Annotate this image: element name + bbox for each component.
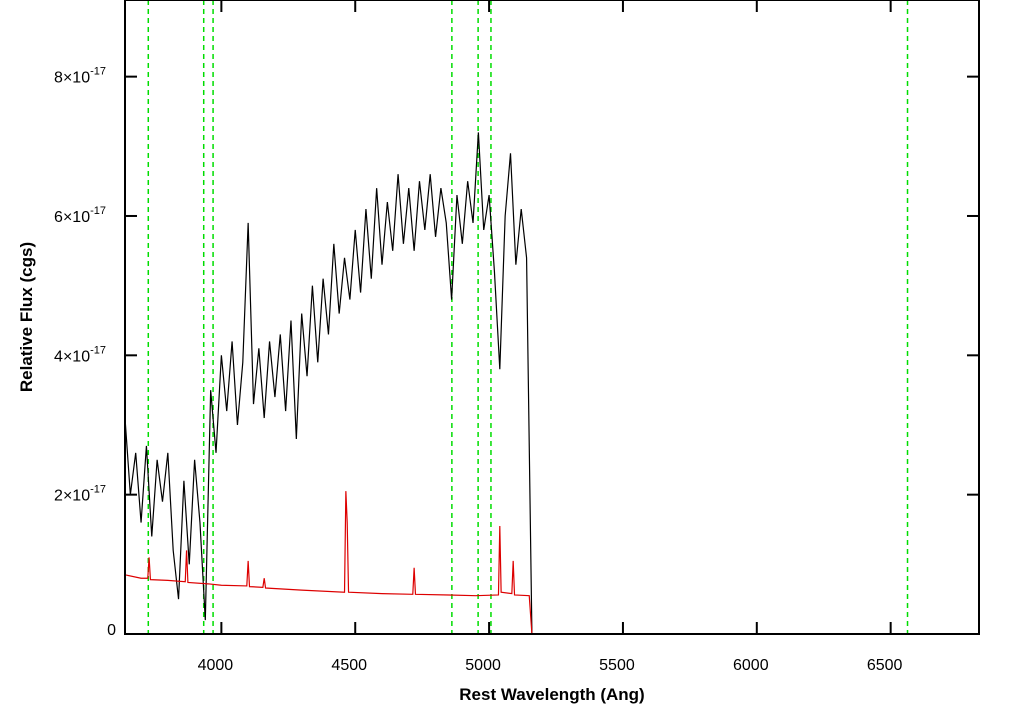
y-tick-label-base: 6×10 bbox=[54, 209, 90, 226]
y-tick-label-exponent: -17 bbox=[90, 205, 106, 217]
y-tick-label: 0 bbox=[107, 622, 116, 639]
y-tick-label-base: 4×10 bbox=[54, 348, 90, 365]
y-tick-label-exponent: -17 bbox=[90, 66, 106, 78]
spectrum-line bbox=[124, 132, 533, 635]
y-axis-title: Relative Flux (cgs) bbox=[17, 242, 36, 392]
x-tick-label: 4500 bbox=[331, 657, 367, 674]
y-tick-label: 4×10-17 bbox=[54, 344, 106, 365]
plot-area bbox=[124, 0, 979, 635]
x-tick-label: 6000 bbox=[733, 657, 769, 674]
y-tick-label-exponent: -17 bbox=[90, 344, 106, 356]
y-tick-label: 8×10-17 bbox=[54, 66, 106, 87]
plot-frame bbox=[124, 0, 980, 635]
y-tick-label-exponent: -17 bbox=[90, 484, 106, 496]
x-tick-label: 4000 bbox=[198, 657, 234, 674]
x-tick-label: 5500 bbox=[599, 657, 635, 674]
x-tick-label: 5000 bbox=[465, 657, 501, 674]
y-tick-label-base: 8×10 bbox=[54, 70, 90, 87]
x-axis-title: Rest Wavelength (Ang) bbox=[459, 685, 644, 704]
x-tick-label: 6500 bbox=[867, 657, 903, 674]
spectrum-line bbox=[124, 491, 979, 635]
y-tick-label: 6×10-17 bbox=[54, 205, 106, 226]
y-tick-label-base: 2×10 bbox=[54, 488, 90, 505]
y-tick-label: 2×10-17 bbox=[54, 484, 106, 505]
